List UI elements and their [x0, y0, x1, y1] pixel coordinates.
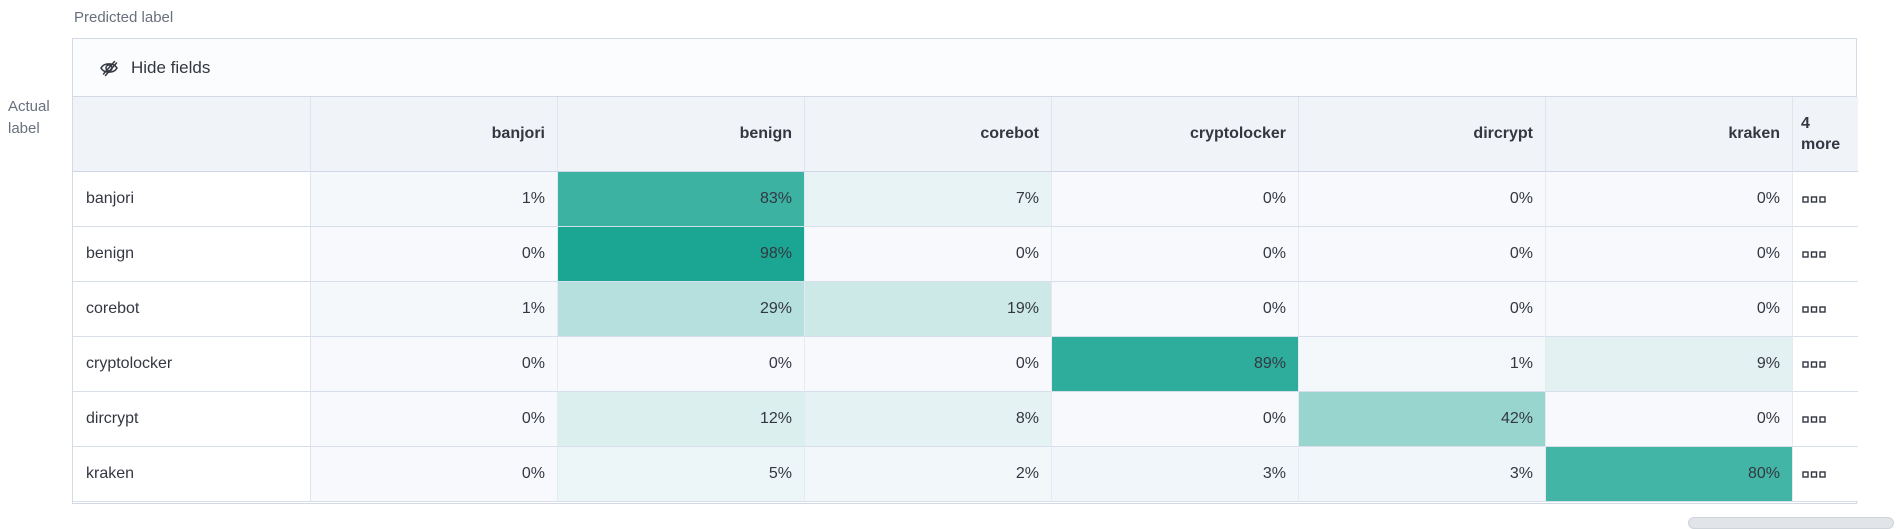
- row-label-cryptolocker[interactable]: cryptolocker: [73, 337, 311, 392]
- matrix-cell-corebot-banjori[interactable]: 1%: [311, 282, 558, 337]
- matrix-cell-benign-cryptolocker[interactable]: 0%: [1052, 227, 1299, 282]
- matrix-cell-dircrypt-kraken[interactable]: 0%: [1546, 392, 1793, 447]
- matrix-cell-benign-benign[interactable]: 98%: [558, 227, 805, 282]
- boxes-horizontal-icon: [1802, 360, 1826, 368]
- row-label-banjori[interactable]: banjori: [73, 172, 311, 227]
- column-header-corebot[interactable]: corebot: [805, 97, 1052, 172]
- confusion-matrix-grid: Hide fields banjori benign corebot crypt…: [72, 38, 1858, 504]
- boxes-horizontal-icon: [1802, 415, 1826, 423]
- boxes-horizontal-icon: [1802, 250, 1826, 258]
- matrix-cell-kraken-corebot[interactable]: 2%: [805, 447, 1052, 502]
- more-cells-button-benign[interactable]: [1793, 227, 1858, 282]
- matrix-cell-banjori-kraken[interactable]: 0%: [1546, 172, 1793, 227]
- matrix-cell-dircrypt-corebot[interactable]: 8%: [805, 392, 1052, 447]
- column-header-banjori[interactable]: banjori: [311, 97, 558, 172]
- matrix-cell-dircrypt-cryptolocker[interactable]: 0%: [1052, 392, 1299, 447]
- header-corner-cell: [73, 97, 311, 172]
- matrix-cell-kraken-dircrypt[interactable]: 3%: [1299, 447, 1546, 502]
- matrix-cell-dircrypt-benign[interactable]: 12%: [558, 392, 805, 447]
- row-label-corebot[interactable]: corebot: [73, 282, 311, 337]
- matrix-cell-benign-corebot[interactable]: 0%: [805, 227, 1052, 282]
- more-cells-button-kraken[interactable]: [1793, 447, 1858, 502]
- row-label-dircrypt[interactable]: dircrypt: [73, 392, 311, 447]
- matrix-cell-cryptolocker-banjori[interactable]: 0%: [311, 337, 558, 392]
- matrix-cell-kraken-cryptolocker[interactable]: 3%: [1052, 447, 1299, 502]
- eye-closed-icon: [99, 58, 119, 78]
- column-header-kraken[interactable]: kraken: [1546, 97, 1793, 172]
- matrix-cell-benign-kraken[interactable]: 0%: [1546, 227, 1793, 282]
- horizontal-scrollbar[interactable]: [1688, 517, 1894, 529]
- row-label-benign[interactable]: benign: [73, 227, 311, 282]
- matrix-cell-benign-banjori[interactable]: 0%: [311, 227, 558, 282]
- hide-fields-label: Hide fields: [131, 57, 211, 77]
- more-word: more: [1801, 136, 1841, 153]
- matrix-cell-banjori-banjori[interactable]: 1%: [311, 172, 558, 227]
- boxes-horizontal-icon: [1802, 470, 1826, 478]
- more-cells-button-banjori[interactable]: [1793, 172, 1858, 227]
- matrix-cell-banjori-corebot[interactable]: 7%: [805, 172, 1052, 227]
- matrix-cell-benign-dircrypt[interactable]: 0%: [1299, 227, 1546, 282]
- column-header-cryptolocker[interactable]: cryptolocker: [1052, 97, 1299, 172]
- matrix-cell-cryptolocker-corebot[interactable]: 0%: [805, 337, 1052, 392]
- row-label-kraken[interactable]: kraken: [73, 447, 311, 502]
- matrix-cell-kraken-benign[interactable]: 5%: [558, 447, 805, 502]
- matrix-cell-kraken-kraken[interactable]: 80%: [1546, 447, 1793, 502]
- matrix-cell-corebot-dircrypt[interactable]: 0%: [1299, 282, 1546, 337]
- column-header-dircrypt[interactable]: dircrypt: [1299, 97, 1546, 172]
- matrix-cell-corebot-benign[interactable]: 29%: [558, 282, 805, 337]
- matrix-cell-dircrypt-banjori[interactable]: 0%: [311, 392, 558, 447]
- matrix-cell-cryptolocker-dircrypt[interactable]: 1%: [1299, 337, 1546, 392]
- matrix-cell-dircrypt-dircrypt[interactable]: 42%: [1299, 392, 1546, 447]
- matrix-cell-cryptolocker-kraken[interactable]: 9%: [1546, 337, 1793, 392]
- more-cells-button-cryptolocker[interactable]: [1793, 337, 1858, 392]
- more-count: 4: [1801, 115, 1810, 132]
- column-header-more[interactable]: 4 more: [1793, 97, 1858, 172]
- boxes-horizontal-icon: [1802, 195, 1826, 203]
- matrix-cell-banjori-cryptolocker[interactable]: 0%: [1052, 172, 1299, 227]
- matrix-cell-banjori-dircrypt[interactable]: 0%: [1299, 172, 1546, 227]
- matrix-cell-banjori-benign[interactable]: 83%: [558, 172, 805, 227]
- matrix-cell-corebot-cryptolocker[interactable]: 0%: [1052, 282, 1299, 337]
- matrix-cell-kraken-banjori[interactable]: 0%: [311, 447, 558, 502]
- matrix-cell-corebot-corebot[interactable]: 19%: [805, 282, 1052, 337]
- more-cells-button-corebot[interactable]: [1793, 282, 1858, 337]
- more-cells-button-dircrypt[interactable]: [1793, 392, 1858, 447]
- actual-label: Actual label: [8, 98, 50, 137]
- matrix-cell-corebot-kraken[interactable]: 0%: [1546, 282, 1793, 337]
- matrix-table: banjori benign corebot cryptolocker dirc…: [73, 97, 1858, 502]
- hide-fields-button[interactable]: Hide fields: [73, 39, 1856, 97]
- predicted-label: Predicted label: [74, 9, 174, 26]
- column-header-benign[interactable]: benign: [558, 97, 805, 172]
- boxes-horizontal-icon: [1802, 305, 1826, 313]
- matrix-cell-cryptolocker-benign[interactable]: 0%: [558, 337, 805, 392]
- matrix-cell-cryptolocker-cryptolocker[interactable]: 89%: [1052, 337, 1299, 392]
